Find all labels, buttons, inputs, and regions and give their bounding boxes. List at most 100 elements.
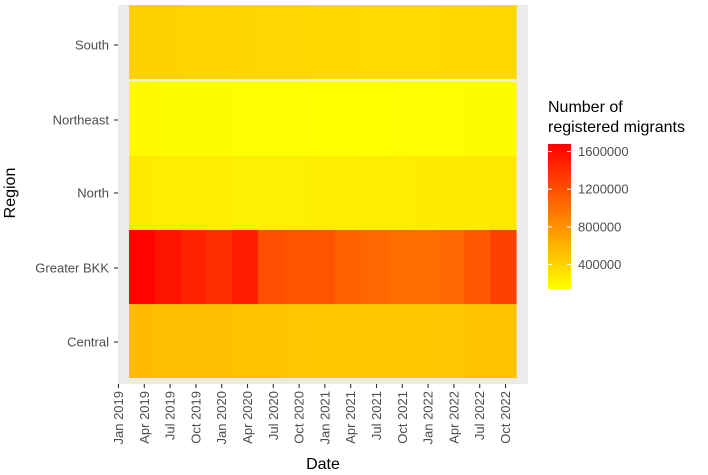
x-tick-label: Apr 2021 xyxy=(343,391,358,444)
y-axis: South Northeast North Greater BKK Central xyxy=(35,38,118,350)
heatmap-cell xyxy=(232,156,259,230)
heatmap-cell xyxy=(309,230,336,304)
heatmap-cell xyxy=(412,156,440,230)
heatmap-cell xyxy=(283,5,311,79)
legend-tick-label: 1600000 xyxy=(578,144,629,159)
heatmap-cell xyxy=(309,156,336,230)
heatmap-cell xyxy=(283,304,311,378)
heatmap-cell xyxy=(438,5,465,79)
heatmap-cell xyxy=(258,156,285,230)
y-tick-label: Central xyxy=(67,335,109,350)
heatmap-cell xyxy=(464,82,491,156)
heatmap-cell xyxy=(129,156,156,230)
heatmap-cell xyxy=(438,156,465,230)
heatmap-cell xyxy=(129,230,156,304)
x-tick-label: Oct 2020 xyxy=(292,391,307,444)
heatmap-cell xyxy=(154,156,182,230)
heatmap-cell xyxy=(232,5,259,79)
y-tick-label: North xyxy=(77,186,109,201)
heatmap-cell xyxy=(154,5,182,79)
legend-tick-label: 800000 xyxy=(578,219,621,234)
x-tick-label: Apr 2020 xyxy=(240,391,255,444)
heatmap-cell xyxy=(361,5,388,79)
x-tick-label: Jan 2019 xyxy=(111,391,126,445)
heatmap-cell xyxy=(180,82,207,156)
x-tick-label: Jan 2022 xyxy=(421,391,436,445)
heatmap-cell xyxy=(258,5,285,79)
heatmap-cell xyxy=(387,156,414,230)
heatmap-cell xyxy=(206,5,233,79)
heatmap-cell xyxy=(387,5,414,79)
y-tick-label: Northeast xyxy=(53,113,110,128)
heatmap-cell xyxy=(309,82,336,156)
x-tick-label: Jul 2020 xyxy=(266,391,281,440)
x-axis: Jan 2019 Apr 2019 Jul 2019 Oct 2019 Jan 2020… xyxy=(111,384,513,445)
heatmap-cell xyxy=(464,5,491,79)
legend-ticks: 1600000 1200000 800000 400000 xyxy=(548,144,629,272)
heatmap-cell xyxy=(129,304,156,378)
heatmap-cell xyxy=(361,82,388,156)
heatmap-cell xyxy=(412,304,440,378)
heatmap-cell xyxy=(283,156,311,230)
heatmap-cell xyxy=(490,304,517,378)
heatmap-cell xyxy=(129,82,156,156)
heatmap-cell xyxy=(490,156,517,230)
heatmap-cell xyxy=(180,230,207,304)
x-tick-label: Jul 2021 xyxy=(369,391,384,440)
heatmap-cell xyxy=(335,5,362,79)
heatmap-cell xyxy=(412,5,440,79)
x-axis-title: Date xyxy=(306,456,340,470)
heatmap-cell xyxy=(438,230,465,304)
y-tick-label: Greater BKK xyxy=(35,261,109,276)
heatmap-cell xyxy=(206,230,233,304)
legend-color-bar xyxy=(548,144,571,289)
heatmap-cell xyxy=(232,230,259,304)
legend-tick-label: 1200000 xyxy=(578,182,629,197)
heatmap-cell xyxy=(258,230,285,304)
heatmap-cell xyxy=(309,304,336,378)
heatmap-cell xyxy=(206,304,233,378)
y-axis-title: Region xyxy=(2,168,19,219)
heatmap-cell xyxy=(129,5,156,79)
heatmap-cell xyxy=(335,156,362,230)
heatmap-cell xyxy=(438,82,465,156)
heatmap-cell xyxy=(180,304,207,378)
heatmap-cell xyxy=(283,82,311,156)
heatmap-cell xyxy=(283,230,311,304)
heatmap-cell xyxy=(232,82,259,156)
heatmap-cell xyxy=(361,230,388,304)
heatmap-cell xyxy=(335,230,362,304)
heatmap-cell xyxy=(464,230,491,304)
heatmap-cell xyxy=(232,304,259,378)
x-tick-label: Oct 2021 xyxy=(395,391,410,444)
heatmap-cell xyxy=(154,304,182,378)
heatmap-cell xyxy=(438,304,465,378)
legend-title-line-1: Number of xyxy=(548,99,623,116)
heatmap-cell xyxy=(258,304,285,378)
heatmap-cell xyxy=(206,156,233,230)
x-tick-label: Oct 2022 xyxy=(498,391,513,444)
x-tick-label: Oct 2019 xyxy=(188,391,203,444)
x-tick-label: Apr 2022 xyxy=(446,391,461,444)
heatmap-cell xyxy=(335,82,362,156)
x-tick-label: Jul 2019 xyxy=(163,391,178,440)
x-tick-label: Jul 2022 xyxy=(472,391,487,440)
heatmap-cell xyxy=(361,304,388,378)
color-legend: Number of registered migrants 1600000 120… xyxy=(548,99,685,289)
heatmap-cell xyxy=(335,304,362,378)
heatmap-cell xyxy=(490,5,517,79)
heatmap-cell xyxy=(154,230,182,304)
heatmap-cell xyxy=(180,156,207,230)
heatmap-cell xyxy=(387,230,414,304)
heatmap-cell xyxy=(361,156,388,230)
heatmap-cell xyxy=(309,5,336,79)
heatmap-cell xyxy=(387,304,414,378)
heatmap-cell xyxy=(412,82,440,156)
heatmap-cell xyxy=(387,82,414,156)
legend-title-line-2: registered migrants xyxy=(548,119,685,136)
heatmap-cell xyxy=(258,82,285,156)
heatmap-cell xyxy=(206,82,233,156)
heatmap-cells xyxy=(129,5,517,378)
heatmap-cell xyxy=(490,82,517,156)
heatmap-cell xyxy=(154,82,182,156)
